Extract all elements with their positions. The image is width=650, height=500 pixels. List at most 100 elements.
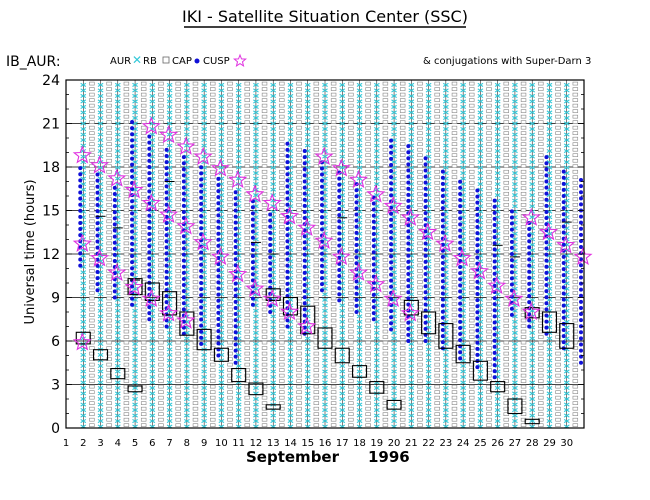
cap-point [572,87,579,91]
cap-point [244,362,250,367]
cap-point [175,109,181,113]
cap-point [486,169,492,174]
cusp-dot [389,150,394,155]
cusp-dot [561,327,566,332]
cap-point [175,384,181,389]
cap-point [296,269,302,273]
cap-point [365,357,371,361]
rb-point [408,93,415,99]
cap-point [296,258,302,262]
cap-point [123,169,130,174]
cusp-dot [337,237,342,242]
cusp-star [159,204,179,223]
cap-point [89,401,95,405]
cusp-dot [268,236,273,241]
cap-point [365,203,371,207]
cap-point [210,103,216,108]
cap-point [365,92,371,97]
rb-point [218,126,225,132]
cusp-dot [389,236,394,241]
cap-point [520,395,527,400]
rb-point [391,363,397,369]
cap-point [123,103,130,108]
cap-point [227,169,233,174]
cusp-dot [216,310,221,315]
cap-point [399,390,406,394]
cap-point [106,395,112,400]
cusp-dot [544,179,549,184]
cap-point [520,406,527,411]
cap-point [503,252,509,257]
cap-point [417,203,423,207]
cusp-star [331,246,351,266]
cap-point [572,280,579,284]
rb-point [563,121,570,126]
cusp-dot [475,316,480,321]
rb-point [529,160,536,165]
rb-point [270,385,277,391]
cap-point [89,417,95,422]
cusp-dot [354,200,359,205]
cusp-dot [233,324,238,329]
cap-point [279,103,285,108]
rb-point [529,93,536,99]
cusp-dot [561,254,566,259]
cap-point [261,180,268,185]
cap-point [330,120,337,124]
cap-point [261,230,268,235]
rb-point [563,82,570,87]
cusp-dot [130,272,135,277]
cap-point [399,230,406,235]
cap-point [296,175,302,180]
cusp-dot [406,241,411,246]
rb-point [373,110,380,115]
rb-point [166,110,173,115]
cusp-dot [320,215,324,220]
cusp-dot [406,326,411,331]
rb-point [494,413,501,418]
cap-point [313,98,320,102]
cap-point [555,169,561,174]
rb-point [339,204,346,209]
cusp-star [262,288,282,308]
cusp-dot [544,276,549,281]
cusp-dot [181,270,186,275]
cusp-dot [147,238,152,243]
cap-point [244,186,250,191]
rb-point [183,110,190,115]
cusp-dot [216,286,221,291]
cap-point [313,191,320,196]
cusp-dot [233,263,238,268]
cap-point [279,230,285,235]
cusp-dot [250,260,255,265]
cap-point [572,81,579,86]
cap-point [348,114,354,119]
cusp-dot [579,245,583,250]
rb-point [425,380,432,385]
cap-point [89,423,95,428]
cusp-dot [527,287,532,292]
rb-point [563,402,570,407]
rb-point [253,171,259,176]
rb-point [512,137,518,143]
cap-point [417,120,423,124]
cusp-dot [320,190,324,195]
cap-point [434,258,440,262]
cusp-dot [371,244,376,249]
rb-point [339,352,346,357]
cap-point [330,208,337,213]
rb-point [235,407,242,413]
cap-point [106,142,112,146]
cusp-dot [268,273,273,278]
cap-point [486,412,492,416]
cap-point [192,180,199,185]
cap-point [210,136,216,141]
cap-point [244,203,250,207]
rb-point [235,248,242,253]
rb-point [373,121,380,126]
cusp-dot [371,262,376,267]
cap-point [313,401,320,405]
cap-point [140,384,147,389]
cap-point [382,263,389,268]
cusp-dot [337,176,342,181]
